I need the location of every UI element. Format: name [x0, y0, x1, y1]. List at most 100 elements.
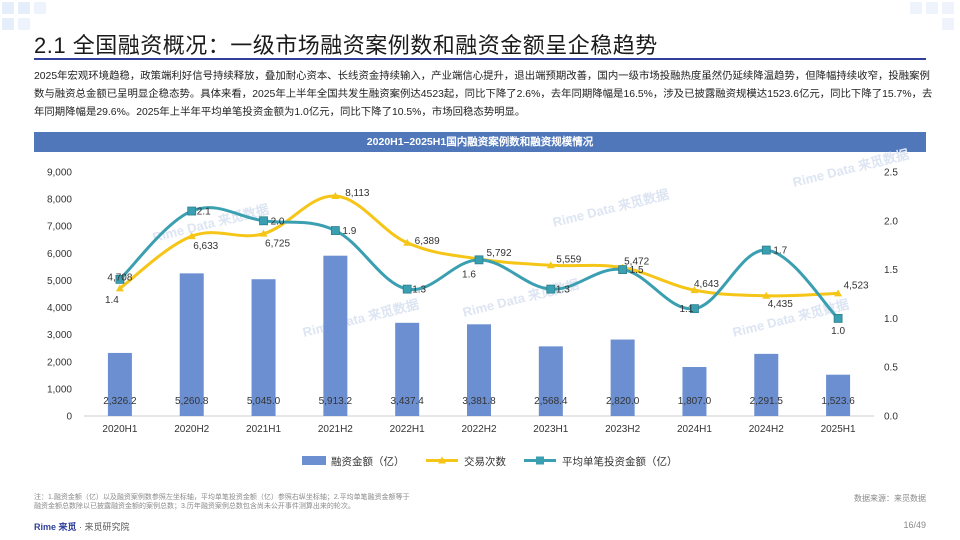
x-tick-label-2020H2: 2020H2 [174, 424, 209, 435]
x-tick-label-2023H1: 2023H1 [533, 424, 568, 435]
bar-label-2023H2: 2,820.0 [606, 396, 640, 407]
avg-label-2020H1: 1.4 [105, 295, 119, 306]
data-source: 数据来源：来觅数据 [854, 494, 926, 503]
page-number: 16/49 [903, 520, 926, 530]
y-left-tick-label: 1,000 [47, 384, 72, 395]
y-left-tick-label: 8,000 [47, 195, 72, 206]
bar-label-2020H1: 2,326.2 [103, 396, 137, 407]
bar-label-2025H1: 1,523.6 [821, 396, 855, 407]
marker-trade-count-2024H1 [690, 286, 699, 294]
avg-label-2021H1: 2.0 [271, 216, 285, 227]
y-right-tick-label: 1.5 [884, 265, 898, 276]
avg-label-2024H2: 1.7 [773, 246, 787, 257]
bar-2022H1 [395, 322, 420, 416]
marker-avg-2024H1 [690, 304, 699, 314]
y-left-tick-label: 0 [66, 412, 72, 423]
bar-2021H2 [323, 255, 348, 416]
marker-trade-count-2021H1 [259, 229, 268, 237]
legend-label-count: 交易次数 [464, 455, 506, 468]
brand-subtitle: · 来觅研究院 [79, 522, 130, 532]
y-right-tick-label: 0.5 [884, 363, 898, 374]
trade-count-label-2023H1: 5,559 [556, 254, 581, 265]
page-title: 2.1 全国融资概况：一级市场融资案例数和融资金额呈企稳趋势 [34, 33, 658, 58]
avg-label-2020H2: 2.1 [197, 207, 211, 218]
marker-trade-count-2022H1 [403, 238, 412, 246]
bar-2024H2 [754, 353, 779, 416]
trade-count-label-2025H1: 4,523 [844, 280, 869, 291]
y-right-tick-label: 1.0 [884, 314, 898, 325]
marker-trade-count-2021H2 [331, 192, 340, 200]
watermark-5: Rime Data 来觅数据 [461, 277, 580, 320]
decorative-grid-right [910, 2, 954, 30]
x-tick-label-2021H1: 2021H1 [246, 424, 281, 435]
bar-2021H1 [251, 279, 276, 416]
footnote-line-2: 融资金额总数除以已披露融资金额的案例总数；3.历年融资案例总数包含尚未公开事件测… [34, 503, 355, 510]
brand-logo-text: Rime 来觅 [34, 522, 77, 532]
title-underline [34, 58, 926, 60]
bar-2020H2 [179, 273, 204, 416]
marker-avg-2020H2 [187, 206, 197, 216]
x-tick-label-2025H1: 2025H1 [821, 424, 856, 435]
y-right-tick-label: 2.5 [884, 168, 898, 179]
trade-count-label-2023H2: 5,472 [624, 257, 649, 268]
bar-label-2021H1: 5,045.0 [247, 396, 281, 407]
x-tick-label-2022H1: 2022H1 [390, 424, 425, 435]
trade-count-label-2020H1: 4,708 [107, 272, 132, 283]
bar-label-2021H2: 5,913.2 [319, 396, 353, 407]
y-left-tick-label: 2,000 [47, 357, 72, 368]
intro-paragraph: 2025年宏观环境趋稳，政策端利好信号持续释放，叠加耐心资本、长线资金持续输入，… [34, 71, 933, 118]
y-left-tick-label: 6,000 [47, 249, 72, 260]
marker-avg-2022H2 [474, 255, 484, 265]
x-tick-label-2024H2: 2024H2 [749, 424, 784, 435]
marker-avg-2023H1 [546, 284, 556, 294]
avg-label-2023H1: 1.3 [556, 285, 570, 296]
trade-count-label-2021H2: 8,113 [345, 188, 370, 199]
y-right-tick-label: 0.0 [884, 412, 898, 423]
avg-label-2025H1: 1.0 [831, 326, 845, 337]
legend-label-bar: 融资金额（亿） [331, 455, 405, 468]
trade-count-label-2020H2: 6,633 [193, 241, 218, 252]
marker-avg-2020H1 [115, 274, 125, 284]
bar-2023H1 [538, 346, 563, 416]
y-left-tick-label: 7,000 [47, 222, 72, 233]
footnote-line-1: 注：1.融资金额（亿）以及融资案例数参照左坐标轴，平均单笔投资金额（亿）参照右纵… [34, 494, 410, 501]
marker-trade-count-2020H2 [187, 232, 196, 240]
marker-trade-count-2023H1 [546, 261, 555, 269]
bar-label-2024H1: 1,807.0 [678, 396, 712, 407]
avg-label-2023H2: 1.5 [630, 265, 644, 276]
y-left-tick-label: 4,000 [47, 303, 72, 314]
x-tick-label-2024H1: 2024H1 [677, 424, 712, 435]
avg-label-2021H2: 1.9 [342, 226, 356, 237]
decorative-grid-left [2, 2, 46, 30]
bar-label-2020H2: 5,260.8 [175, 396, 209, 407]
legend-swatch-avg-marker [536, 456, 544, 465]
avg-label-2024H1: 1.1 [680, 304, 694, 315]
footnote: 注：1.融资金额（亿）以及融资案例数参照左坐标轴，平均单笔投资金额（亿）参照右纵… [34, 493, 594, 511]
bar-label-2022H1: 3,437.4 [390, 396, 424, 407]
chart-container: 2020H1–2025H1国内融资案例数和融资规模情况 Rime Data 来觅… [34, 132, 926, 487]
trade-count-label-2024H2: 4,435 [768, 299, 793, 310]
marker-trade-count-2020H1 [115, 284, 124, 292]
trade-count-label-2024H1: 4,643 [694, 279, 719, 290]
bar-label-2023H1: 2,568.4 [534, 396, 568, 407]
chart-title: 2020H1–2025H1国内融资案例数和融资规模情况 [34, 132, 926, 152]
legend-swatch-bar [302, 456, 326, 465]
marker-avg-2024H2 [761, 245, 771, 255]
bar-2020H1 [107, 352, 132, 416]
bar-2022H2 [467, 324, 491, 416]
y-left-tick-label: 3,000 [47, 330, 72, 341]
trade-count-label-2022H1: 6,389 [415, 236, 440, 247]
marker-avg-2021H2 [330, 226, 340, 235]
x-tick-label-2021H2: 2021H2 [318, 424, 353, 435]
bar-2024H1 [682, 367, 707, 416]
bar-2023H2 [610, 339, 635, 416]
x-tick-label-2022H2: 2022H2 [461, 424, 496, 435]
marker-avg-2021H1 [259, 216, 268, 226]
marker-trade-count-2024H2 [762, 291, 771, 299]
legend-label-avg: 平均单笔投资金额（亿） [562, 455, 678, 468]
trade-count-label-2021H1: 6,725 [265, 239, 290, 250]
y-left-tick-label: 9,000 [47, 168, 72, 179]
brand-footer: Rime 来觅 · 来觅研究院 [34, 520, 130, 533]
watermark-2: Rime Data 来觅数据 [551, 187, 670, 230]
marker-trade-count-2025H1 [834, 289, 843, 297]
